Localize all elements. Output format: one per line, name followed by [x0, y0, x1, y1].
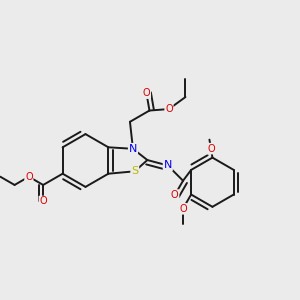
Text: N: N: [164, 160, 172, 170]
Text: O: O: [142, 88, 150, 98]
Text: O: O: [179, 204, 187, 214]
Text: O: O: [39, 196, 47, 206]
Text: O: O: [171, 190, 178, 200]
Text: O: O: [25, 172, 33, 182]
Text: S: S: [131, 166, 138, 176]
Text: N: N: [129, 144, 137, 154]
Text: O: O: [165, 104, 173, 114]
Text: O: O: [207, 144, 215, 154]
